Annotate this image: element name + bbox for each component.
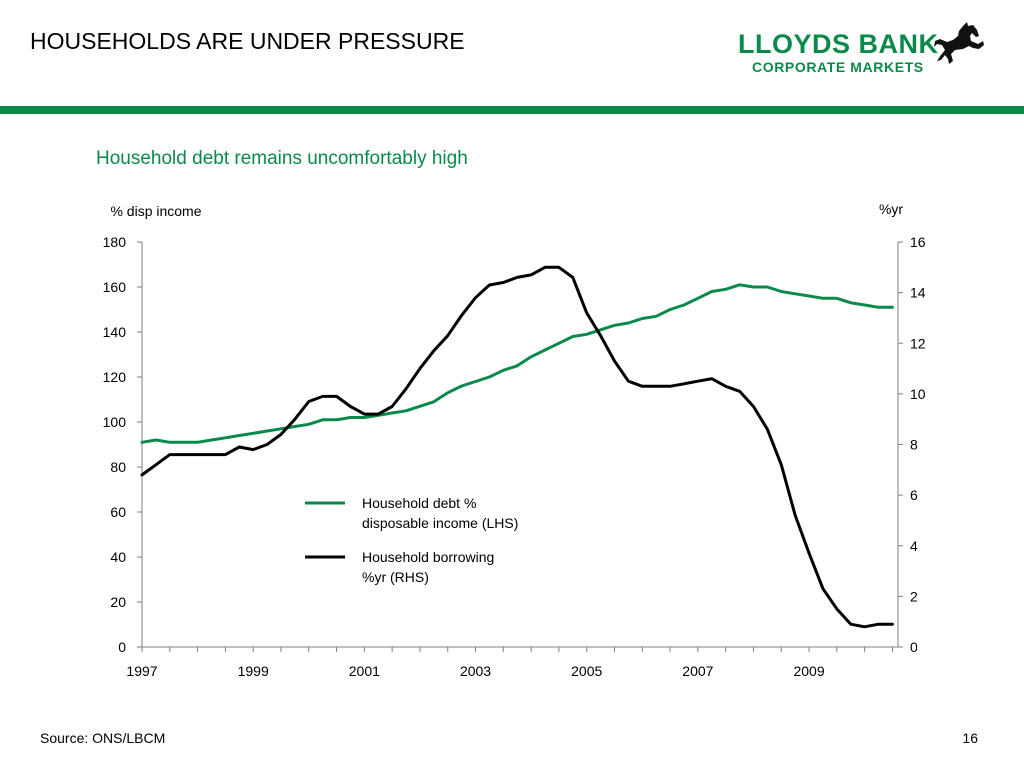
right-y-tick-label: 2	[910, 588, 918, 604]
legend-label-debt: Household debt % disposable income (LHS)	[362, 495, 518, 531]
logo-brand-name: LLOYDS BANK	[738, 29, 939, 59]
x-tick-label: 1997	[126, 663, 157, 679]
left-y-tick-label: 60	[110, 504, 126, 520]
source-note: Source: ONS/LBCM	[40, 730, 166, 746]
left-y-axis-label: % disp income	[110, 203, 201, 219]
left-y-tick-label: 140	[103, 324, 127, 340]
legend-label-line: %yr (RHS)	[362, 569, 429, 585]
left-y-tick-label: 20	[110, 594, 126, 610]
chart-title: Household debt remains uncomfortably hig…	[96, 148, 468, 169]
right-y-tick-label: 16	[910, 234, 926, 250]
legend-label-line: Household borrowing	[362, 549, 494, 565]
x-tick-label: 2007	[682, 663, 713, 679]
x-tick-label: 2005	[571, 663, 602, 679]
legend-label-line: Household debt %	[362, 495, 476, 511]
x-tick-label: 1999	[238, 663, 269, 679]
right-y-axis-label: %yr	[879, 201, 903, 217]
black-horse-icon	[934, 22, 984, 64]
left-y-tick-label: 40	[110, 549, 126, 565]
slide-title: HOUSEHOLDS ARE UNDER PRESSURE	[30, 28, 465, 54]
left-y-tick-label: 100	[103, 414, 127, 430]
x-tick-label: 2009	[793, 663, 824, 679]
page-number: 16	[962, 730, 978, 746]
debt-series-line	[140, 283, 894, 444]
x-tick-label: 2003	[460, 663, 491, 679]
right-y-tick-label: 4	[910, 538, 918, 554]
legend-label-line: disposable income (LHS)	[362, 515, 518, 531]
borrowing-series-line	[140, 265, 894, 629]
left-y-tick-label: 120	[103, 369, 127, 385]
left-y-tick-label: 160	[103, 279, 127, 295]
x-tick-label: 2001	[349, 663, 380, 679]
right-y-tick-label: 14	[910, 285, 926, 301]
lloyds-bank-logo: LLOYDS BANK CORPORATE MARKETS	[738, 22, 988, 84]
left-y-tick-label: 0	[118, 639, 126, 655]
left-y-tick-label: 180	[103, 234, 127, 250]
left-y-tick-label: 80	[110, 459, 126, 475]
logo-division-name: CORPORATE MARKETS	[752, 59, 924, 75]
right-y-tick-label: 0	[910, 639, 918, 655]
right-y-tick-label: 12	[910, 335, 926, 351]
right-y-tick-label: 8	[910, 437, 918, 453]
right-y-tick-label: 10	[910, 386, 926, 402]
right-y-tick-label: 6	[910, 487, 918, 503]
header-divider	[0, 106, 1024, 114]
legend-label-borrowing: Household borrowing %yr (RHS)	[362, 549, 494, 585]
